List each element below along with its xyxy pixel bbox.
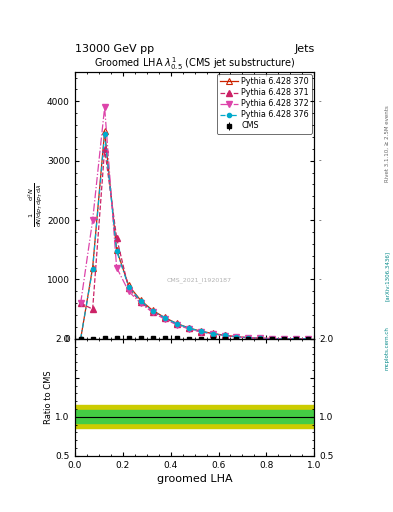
- Pythia 6.428 370: [78, 336, 83, 342]
- Pythia 6.428 372: [114, 265, 119, 271]
- Pythia 6.428 372: [198, 329, 203, 335]
- Pythia 6.428 376: [126, 284, 131, 290]
- Pythia 6.428 371: [222, 332, 227, 338]
- Pythia 6.428 372: [162, 316, 167, 322]
- Title: Groomed LHA $\lambda^{1}_{0.5}$ (CMS jet substructure): Groomed LHA $\lambda^{1}_{0.5}$ (CMS jet…: [94, 55, 295, 72]
- Pythia 6.428 372: [222, 333, 227, 339]
- Pythia 6.428 371: [150, 308, 155, 314]
- Text: CMS_2021_I1920187: CMS_2021_I1920187: [167, 277, 232, 283]
- Pythia 6.428 370: [186, 325, 191, 331]
- Pythia 6.428 370: [150, 307, 155, 313]
- Pythia 6.428 376: [174, 321, 179, 327]
- Line: Pythia 6.428 370: Pythia 6.428 370: [78, 129, 311, 342]
- Pythia 6.428 371: [198, 329, 203, 335]
- Pythia 6.428 376: [210, 331, 215, 337]
- Pythia 6.428 376: [186, 325, 191, 331]
- Pythia 6.428 370: [162, 314, 167, 321]
- Pythia 6.428 376: [138, 298, 143, 304]
- Pythia 6.428 371: [186, 325, 191, 331]
- Legend: Pythia 6.428 370, Pythia 6.428 371, Pythia 6.428 372, Pythia 6.428 376, CMS: Pythia 6.428 370, Pythia 6.428 371, Pyth…: [217, 74, 312, 134]
- Pythia 6.428 371: [246, 335, 251, 341]
- Pythia 6.428 372: [126, 288, 131, 294]
- Pythia 6.428 372: [78, 300, 83, 306]
- Y-axis label: $\frac{1}{\mathrm{d}N/\mathrm{d}p_T}\frac{\mathrm{d}^2N}{\mathrm{d}p_T\,\mathrm{: $\frac{1}{\mathrm{d}N/\mathrm{d}p_T}\fra…: [27, 183, 46, 227]
- Pythia 6.428 372: [186, 326, 191, 332]
- Pythia 6.428 376: [198, 328, 203, 334]
- Pythia 6.428 376: [282, 335, 287, 342]
- Pythia 6.428 372: [258, 335, 263, 342]
- Text: Jets: Jets: [294, 44, 314, 54]
- Pythia 6.428 376: [150, 308, 155, 314]
- Pythia 6.428 376: [114, 248, 119, 254]
- Y-axis label: Ratio to CMS: Ratio to CMS: [44, 371, 53, 424]
- Pythia 6.428 370: [306, 336, 311, 342]
- Pythia 6.428 376: [162, 315, 167, 321]
- Pythia 6.428 376: [306, 336, 311, 342]
- Pythia 6.428 371: [210, 331, 215, 337]
- Pythia 6.428 370: [282, 335, 287, 342]
- Pythia 6.428 370: [114, 247, 119, 253]
- Pythia 6.428 372: [210, 331, 215, 337]
- X-axis label: groomed LHA: groomed LHA: [157, 474, 232, 484]
- Pythia 6.428 376: [270, 335, 275, 342]
- Pythia 6.428 372: [150, 309, 155, 315]
- Pythia 6.428 370: [90, 265, 95, 271]
- Pythia 6.428 371: [174, 321, 179, 327]
- Pythia 6.428 371: [270, 335, 275, 342]
- Pythia 6.428 372: [306, 336, 311, 342]
- Pythia 6.428 372: [270, 335, 275, 342]
- Pythia 6.428 371: [138, 299, 143, 305]
- Pythia 6.428 370: [258, 335, 263, 342]
- Pythia 6.428 376: [294, 336, 299, 342]
- Pythia 6.428 372: [246, 335, 251, 341]
- Pythia 6.428 376: [222, 332, 227, 338]
- Pythia 6.428 371: [234, 334, 239, 340]
- Pythia 6.428 370: [294, 336, 299, 342]
- Pythia 6.428 372: [174, 322, 179, 328]
- Pythia 6.428 376: [102, 131, 107, 137]
- Pythia 6.428 371: [258, 335, 263, 342]
- Text: 13000 GeV pp: 13000 GeV pp: [75, 44, 154, 54]
- Pythia 6.428 371: [282, 335, 287, 342]
- Pythia 6.428 371: [294, 336, 299, 342]
- Text: mcplots.cern.ch: mcplots.cern.ch: [385, 326, 389, 370]
- Pythia 6.428 372: [138, 300, 143, 306]
- Pythia 6.428 370: [234, 334, 239, 340]
- Pythia 6.428 372: [294, 336, 299, 342]
- Pythia 6.428 371: [102, 146, 107, 152]
- Pythia 6.428 371: [126, 285, 131, 291]
- Text: [arXiv:1306.3436]: [arXiv:1306.3436]: [385, 251, 389, 302]
- Pythia 6.428 372: [90, 217, 95, 223]
- Pythia 6.428 376: [90, 266, 95, 272]
- Line: Pythia 6.428 371: Pythia 6.428 371: [78, 146, 311, 342]
- Text: Rivet 3.1.10, ≥ 2.5M events: Rivet 3.1.10, ≥ 2.5M events: [385, 105, 389, 182]
- Pythia 6.428 370: [270, 335, 275, 342]
- Pythia 6.428 370: [126, 282, 131, 288]
- Line: Pythia 6.428 376: Pythia 6.428 376: [79, 132, 310, 341]
- Pythia 6.428 370: [174, 321, 179, 327]
- Pythia 6.428 371: [78, 300, 83, 306]
- Pythia 6.428 376: [78, 336, 83, 342]
- Pythia 6.428 376: [246, 335, 251, 341]
- Pythia 6.428 371: [306, 336, 311, 342]
- Pythia 6.428 370: [210, 330, 215, 336]
- Pythia 6.428 371: [90, 306, 95, 312]
- Pythia 6.428 370: [138, 297, 143, 303]
- Pythia 6.428 371: [162, 315, 167, 322]
- Pythia 6.428 370: [198, 328, 203, 334]
- Pythia 6.428 376: [258, 335, 263, 342]
- Pythia 6.428 372: [234, 334, 239, 340]
- Pythia 6.428 371: [114, 235, 119, 241]
- Pythia 6.428 372: [282, 336, 287, 342]
- Pythia 6.428 376: [234, 334, 239, 340]
- Line: Pythia 6.428 372: Pythia 6.428 372: [78, 104, 311, 342]
- Pythia 6.428 372: [102, 104, 107, 111]
- Pythia 6.428 370: [246, 334, 251, 340]
- Pythia 6.428 370: [222, 332, 227, 338]
- Pythia 6.428 370: [102, 128, 107, 134]
